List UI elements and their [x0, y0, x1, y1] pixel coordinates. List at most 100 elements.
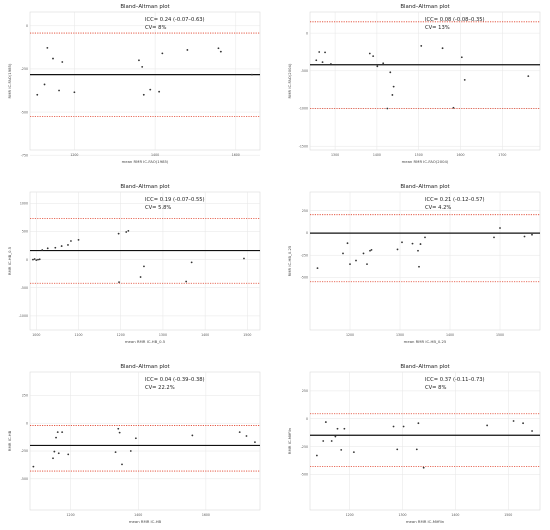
data-point: [61, 431, 64, 433]
x-tick-label: 1500: [243, 333, 251, 337]
chart-title: Bland–Altman plot: [400, 184, 449, 190]
data-point: [324, 421, 327, 423]
data-point: [219, 50, 222, 53]
data-point: [349, 263, 351, 266]
data-point: [452, 106, 455, 109]
x-tick-label: 1700: [498, 153, 506, 157]
data-point: [415, 448, 418, 451]
x-tick-label: 1500: [496, 333, 504, 337]
data-point: [392, 85, 395, 88]
icc-annotation: ICC= 0.19 (-0.07–0.55): [145, 197, 205, 203]
icc-annotation: ICC= 0.08 (-0.08–0.35): [425, 17, 485, 23]
y-tick-label: 0: [306, 31, 308, 35]
x-tick-label: 1400: [446, 333, 454, 337]
data-point: [531, 233, 533, 236]
icc-annotation: ICC= 0.21 (-0.12–0.57): [425, 197, 485, 203]
data-point: [316, 267, 319, 270]
plot-area: [309, 11, 541, 151]
data-point: [32, 465, 35, 468]
chart-title: Bland–Altman plot: [120, 364, 169, 370]
data-point: [418, 265, 420, 268]
y-tick-label: 0: [306, 417, 308, 421]
data-point: [486, 424, 489, 427]
data-point: [138, 59, 140, 62]
data-point: [417, 422, 420, 425]
y-tick-label: -500: [301, 276, 308, 280]
data-point: [67, 453, 70, 456]
cv-annotation: CV= 4.2%: [425, 205, 451, 211]
data-point: [376, 65, 379, 68]
data-point: [217, 47, 220, 50]
data-point: [139, 276, 142, 278]
data-point: [366, 263, 368, 266]
data-point: [134, 437, 137, 440]
data-point: [340, 449, 343, 451]
y-axis-label: RMR IC-HB: [7, 430, 12, 451]
data-point: [372, 55, 375, 58]
data-point: [343, 427, 346, 430]
data-point: [143, 265, 145, 268]
data-point: [355, 259, 357, 262]
x-tick-label: 1200: [70, 153, 78, 157]
cv-annotation: CV= 5.8%: [145, 205, 171, 211]
data-point: [37, 258, 39, 261]
y-tick-label: -250: [21, 449, 28, 453]
data-point: [463, 78, 466, 81]
data-point: [330, 440, 333, 442]
data-point: [352, 451, 355, 454]
y-tick-label: 500: [22, 230, 28, 234]
x-tick-label: 1200: [117, 333, 125, 337]
data-point: [315, 454, 318, 457]
data-point: [251, 73, 253, 76]
y-axis-label: RMR IC-Mifflin: [287, 427, 292, 454]
data-point: [158, 90, 161, 93]
cv-annotation: CV= 13%: [425, 25, 450, 31]
panel-2: Bland–Altman plot ICC= 0.08 (-0.08–0.35) C…: [287, 4, 541, 164]
data-point: [420, 45, 423, 47]
x-tick-label: 1600: [232, 153, 240, 157]
data-point: [396, 248, 399, 251]
data-point: [70, 240, 72, 242]
plot-area: [309, 371, 541, 511]
data-point: [118, 431, 121, 434]
data-point: [73, 91, 76, 94]
data-point: [190, 261, 193, 264]
plot-area: [29, 191, 261, 331]
data-point: [129, 450, 132, 452]
y-tick-label: 0: [26, 24, 28, 28]
data-point: [368, 52, 371, 55]
x-tick-label: 1300: [159, 333, 167, 337]
data-point: [386, 107, 389, 110]
data-point: [142, 93, 145, 96]
x-tick-label: 1000: [32, 333, 40, 337]
data-point: [55, 436, 57, 439]
data-point: [191, 434, 194, 437]
y-tick-label: -500: [301, 69, 308, 73]
panel-6: Bland–Altman plot ICC= 0.37 (-0.11–0.73) C…: [287, 364, 541, 524]
icc-annotation: ICC= 0.24 (-0.07–0.63): [145, 17, 205, 23]
data-point: [41, 249, 44, 251]
data-point: [32, 258, 34, 261]
x-tick-label: 1300: [398, 513, 406, 517]
data-point: [238, 431, 241, 433]
data-point: [401, 241, 403, 244]
x-tick-label: 1500: [504, 513, 512, 517]
data-point: [54, 246, 57, 249]
data-point: [493, 236, 495, 239]
plot-area: [29, 11, 261, 151]
data-point: [125, 231, 128, 233]
x-tick-label: 1600: [202, 513, 210, 517]
y-tick-label: 250: [22, 394, 28, 398]
data-point: [127, 229, 130, 232]
x-tick-label: 1400: [373, 153, 381, 157]
y-tick-label: 0: [26, 258, 28, 262]
data-point: [186, 49, 189, 51]
data-point: [149, 88, 152, 91]
data-point: [391, 94, 394, 96]
x-axis-label: mean RMR IC-FAO(1985): [122, 159, 169, 164]
x-tick-label: 1200: [67, 513, 75, 517]
data-point: [67, 244, 69, 246]
data-point: [460, 56, 463, 59]
data-point: [522, 422, 524, 425]
data-point: [417, 249, 419, 252]
